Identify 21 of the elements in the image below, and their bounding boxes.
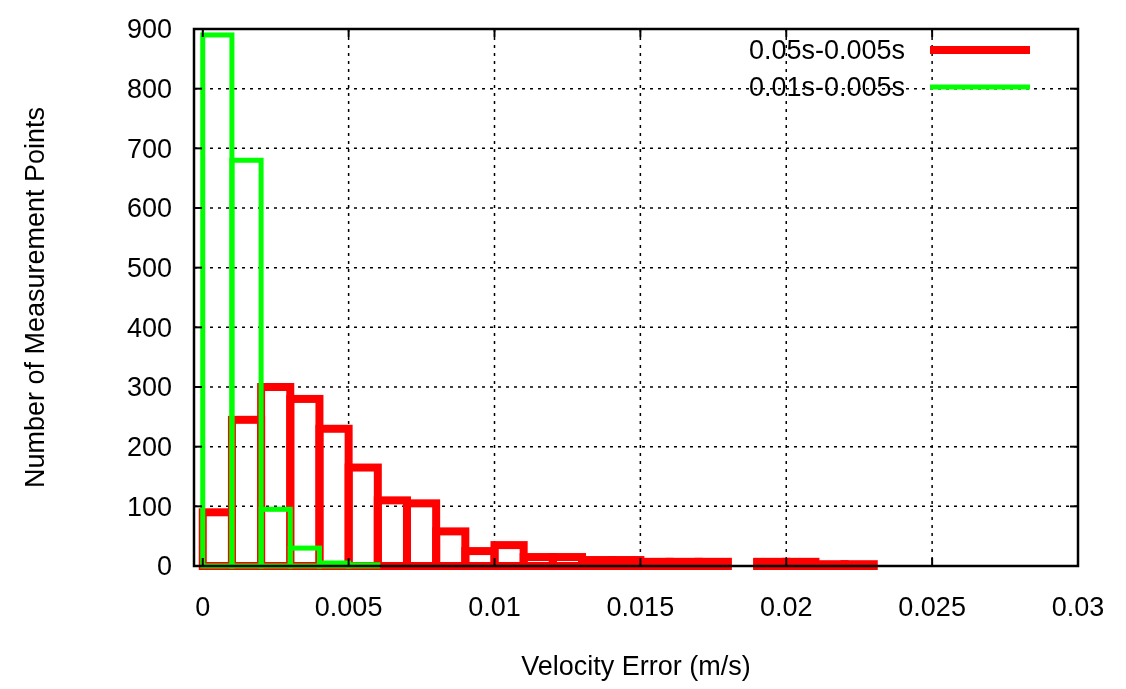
x-tick-label: 0.025 bbox=[898, 592, 966, 622]
y-tick-label: 300 bbox=[126, 372, 172, 403]
x-tick-label: 0 bbox=[195, 592, 211, 622]
y-axis-title: Number of Measurement Points bbox=[20, 106, 50, 489]
y-tick-label: 800 bbox=[126, 74, 172, 105]
y-tick-label: 900 bbox=[126, 14, 172, 45]
legend-label: 0.05s-0.005s bbox=[748, 35, 905, 66]
x-tick-label: 0.02 bbox=[759, 592, 813, 622]
x-tick-label: 0.005 bbox=[314, 592, 383, 622]
x-tick-label: 0.01 bbox=[468, 592, 521, 622]
y-tick-label: 600 bbox=[126, 193, 172, 224]
y-tick-label: 500 bbox=[126, 253, 172, 284]
y-tick-label: 100 bbox=[126, 491, 172, 522]
x-axis-title: Velocity Error (m/s) bbox=[521, 651, 751, 681]
y-tick-label: 200 bbox=[126, 432, 172, 463]
x-tick-label: 0.03 bbox=[1051, 592, 1105, 622]
y-tick-label: 0 bbox=[156, 551, 172, 582]
legend-label: 0.01s-0.005s bbox=[748, 72, 905, 103]
y-tick-label: 700 bbox=[126, 133, 172, 164]
y-tick-label: 400 bbox=[126, 312, 172, 343]
x-tick-label: 0.015 bbox=[606, 592, 675, 622]
